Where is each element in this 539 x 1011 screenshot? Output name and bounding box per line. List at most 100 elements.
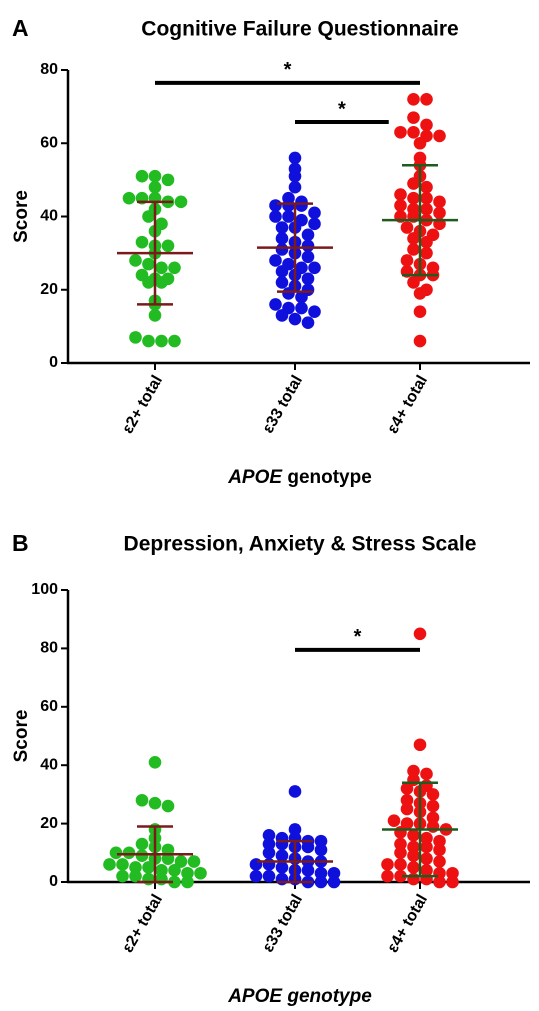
x-axis-label-part: genotype — [282, 467, 372, 488]
data-point — [407, 849, 420, 863]
y-axis-label: Score — [11, 190, 32, 243]
data-point — [387, 814, 401, 827]
data-point — [249, 858, 263, 871]
data-point — [426, 811, 440, 825]
x-tick-label: ε33 total — [260, 373, 307, 437]
data-point — [407, 764, 420, 778]
data-point — [275, 276, 289, 289]
data-point — [275, 849, 289, 863]
data-point — [426, 820, 440, 833]
data-point — [301, 316, 315, 330]
data-point — [161, 239, 175, 253]
data-point — [282, 199, 295, 212]
data-point — [301, 272, 315, 286]
data-point — [288, 312, 302, 326]
data-point — [420, 235, 433, 249]
data-point — [394, 837, 407, 851]
data-point — [433, 206, 446, 220]
data-point — [148, 169, 162, 183]
data-point — [308, 206, 321, 220]
panel-letter: B — [12, 530, 29, 556]
significance-star: * — [338, 98, 346, 120]
data-point — [420, 852, 433, 865]
panel-letter: A — [12, 15, 29, 41]
data-point — [446, 875, 459, 889]
data-point — [282, 210, 295, 223]
data-point — [168, 875, 181, 889]
data-point — [269, 199, 282, 212]
data-point — [155, 334, 168, 348]
data-point — [262, 837, 276, 851]
data-point — [400, 802, 414, 816]
data-point — [194, 866, 207, 880]
data-point — [308, 305, 321, 319]
data-point — [142, 210, 155, 223]
data-point — [148, 796, 162, 810]
data-point — [135, 837, 149, 851]
data-point — [135, 849, 149, 863]
data-point — [426, 799, 440, 813]
data-point — [420, 872, 433, 886]
data-point — [142, 257, 155, 271]
data-point — [116, 858, 129, 871]
data-point — [308, 217, 321, 231]
data-point — [433, 129, 446, 143]
data-point — [129, 861, 142, 874]
data-point — [420, 93, 433, 106]
data-point — [155, 276, 168, 289]
data-point — [314, 866, 328, 880]
data-point — [275, 232, 289, 245]
data-point — [413, 287, 427, 300]
data-point — [407, 191, 420, 205]
y-tick-label: 20 — [40, 281, 58, 298]
x-axis-label: APOE genotype — [227, 986, 372, 1007]
data-point — [161, 799, 175, 813]
data-point — [109, 846, 123, 860]
data-point — [394, 199, 407, 212]
x-tick-label: ε4+ total — [384, 373, 431, 437]
x-tick-label: ε4+ total — [384, 892, 431, 956]
data-point — [275, 265, 289, 278]
data-point — [103, 858, 116, 871]
data-point — [413, 305, 427, 319]
data-point — [381, 869, 394, 883]
data-point — [181, 866, 194, 880]
data-point — [275, 243, 289, 256]
data-point — [407, 232, 420, 245]
data-point — [420, 767, 433, 781]
data-point — [433, 855, 446, 868]
data-point — [420, 864, 433, 877]
data-point — [129, 331, 142, 344]
y-tick-label: 80 — [40, 61, 58, 78]
data-point — [400, 221, 414, 234]
data-point — [407, 111, 420, 124]
data-point — [413, 136, 427, 150]
data-point — [275, 872, 289, 886]
data-point — [433, 875, 446, 889]
data-point — [168, 334, 181, 348]
data-point — [407, 828, 420, 842]
y-axis-label: Score — [11, 710, 32, 763]
data-point — [394, 869, 407, 883]
data-point — [275, 861, 289, 874]
data-point — [288, 823, 302, 836]
data-point — [327, 866, 341, 880]
data-point — [135, 169, 149, 183]
data-point — [400, 817, 414, 830]
data-point — [301, 840, 315, 854]
data-point — [420, 840, 433, 854]
chart-title: Depression, Anxiety & Stress Scale — [124, 533, 477, 556]
significance-star: * — [284, 59, 292, 81]
data-point — [129, 254, 142, 267]
data-point — [400, 782, 414, 795]
panel: A Cognitive Failure Questionnaire Score 0 20… — [11, 15, 530, 488]
data-point — [301, 250, 315, 264]
data-point — [262, 858, 276, 871]
data-point — [301, 864, 315, 877]
data-point — [122, 191, 136, 205]
data-point — [288, 785, 302, 798]
y-tick-label: 100 — [31, 581, 58, 598]
data-point — [407, 243, 420, 256]
y-tick-label: 60 — [40, 698, 58, 715]
